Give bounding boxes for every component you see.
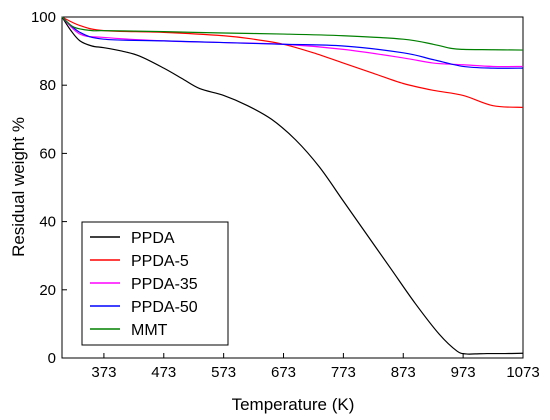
legend-items: PPDA PPDA-5 PPDA-35 PPDA-50 MMT xyxy=(90,230,198,339)
x-tick-label: 473 xyxy=(151,364,176,381)
legend: PPDA PPDA-5 PPDA-35 PPDA-50 MMT xyxy=(81,221,229,346)
x-tick-label: 873 xyxy=(391,364,416,381)
series-line-ppda-35 xyxy=(61,16,524,68)
y-tick-label: 40 xyxy=(39,214,56,231)
y-axis-title: Residual weight % xyxy=(9,117,28,257)
x-tick-label: 1073 xyxy=(506,364,539,381)
x-tick-label: 373 xyxy=(91,364,116,381)
y-tick-label: 80 xyxy=(39,77,56,94)
y-tick-label: 60 xyxy=(39,145,56,162)
y-tick-label: 20 xyxy=(39,282,56,299)
x-tick-label: 573 xyxy=(211,364,236,381)
series-line-ppda-50 xyxy=(61,16,524,69)
legend-label-ppda-50: PPDA-50 xyxy=(131,299,198,316)
x-tick-label: 973 xyxy=(451,364,476,381)
y-tick-label: 0 xyxy=(48,350,56,367)
legend-label-ppda-5: PPDA-5 xyxy=(131,253,189,270)
series-line-ppda xyxy=(61,16,524,355)
y-tick-label: 100 xyxy=(31,9,56,26)
x-axis-title: Temperature (K) xyxy=(232,395,355,414)
series-line-mmt xyxy=(61,16,524,51)
axes: 373 473 573 673 773 873 973 1073 0 20 40 60 80 100 xyxy=(31,9,540,381)
x-tick-label: 773 xyxy=(331,364,356,381)
plot-frame xyxy=(61,16,524,359)
plot-area xyxy=(61,16,524,355)
x-tick-label: 673 xyxy=(271,364,296,381)
legend-label-mmt: MMT xyxy=(131,322,168,339)
legend-label-ppda: PPDA xyxy=(131,230,175,247)
legend-label-ppda-35: PPDA-35 xyxy=(131,276,198,293)
